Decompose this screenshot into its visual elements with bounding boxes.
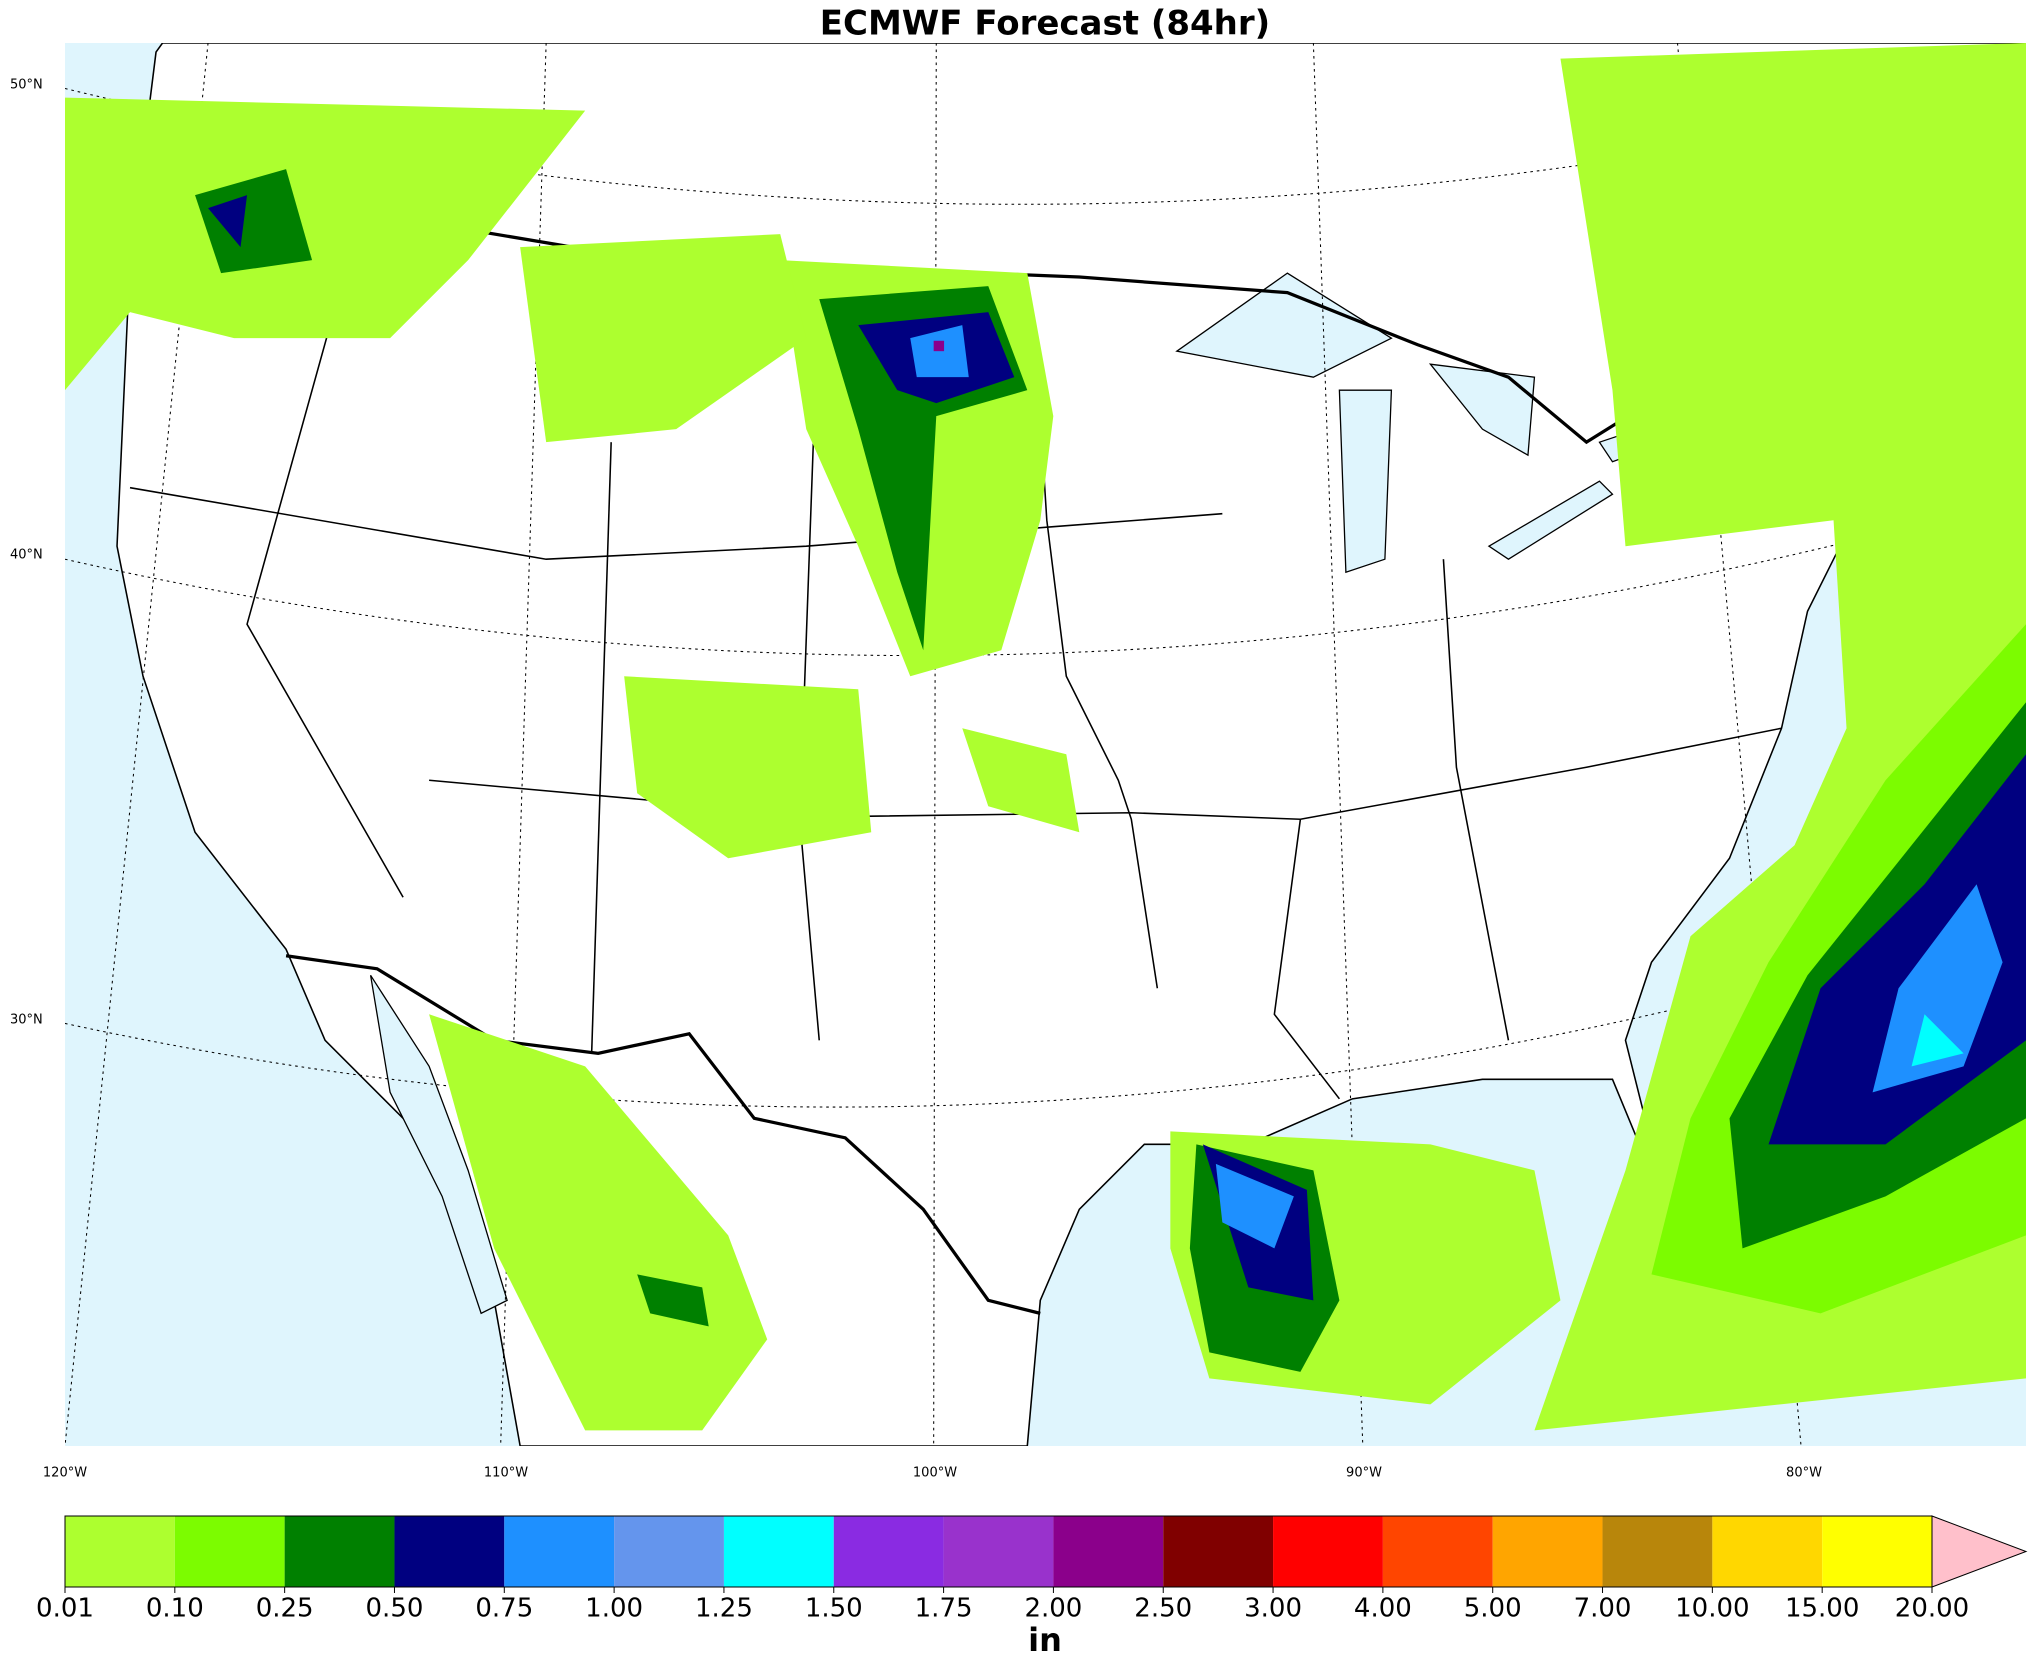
colorbar-tick-label: 4.00	[1354, 1594, 1412, 1624]
latitude-label: 40°N	[10, 548, 43, 563]
colorbar-bin	[1382, 1516, 1493, 1587]
longitude-label: 80°W	[1786, 1466, 1822, 1481]
colorbar-tick-label: 2.50	[1134, 1594, 1192, 1624]
colorbar: 0.01 0.10 0.25 0.50 0.75 1.00 1.25 1.50 1.75 2.00…	[36, 1515, 2028, 1624]
colorbar-tick-label: 1.50	[805, 1594, 863, 1624]
colorbar-bin	[1273, 1516, 1383, 1587]
colorbar-tick-label: 7.00	[1574, 1594, 1632, 1624]
map-title: ECMWF Forecast (84hr)	[820, 4, 1270, 44]
colorbar-bin	[284, 1516, 395, 1587]
colorbar-tick-label: 1.75	[915, 1594, 973, 1624]
map	[65, 43, 2026, 1446]
gulf-of-california	[369, 974, 508, 1315]
colorbar-tick-label: 15.00	[1785, 1594, 1859, 1624]
colorbar-tick-label: 0.25	[256, 1594, 314, 1624]
precipitation	[65, 43, 2026, 1431]
latitude-label: 50°N	[10, 78, 43, 93]
colorbar-tick-label: 2.00	[1024, 1594, 1082, 1624]
colorbar-bin	[1712, 1516, 1823, 1587]
colorbar-bin	[394, 1516, 505, 1587]
colorbar-tick-label: 1.25	[695, 1594, 753, 1624]
latitude-labels: 50°N 40°N 30°N	[10, 78, 43, 1028]
colorbar-bin	[1822, 1516, 1932, 1587]
colorbar-bin	[174, 1516, 285, 1587]
colorbar-bin	[614, 1516, 724, 1587]
colorbar-tick-label: 10.00	[1675, 1594, 1749, 1624]
colorbar-tick-label: 0.10	[146, 1594, 204, 1624]
colorbar-bin	[723, 1516, 834, 1587]
colorbar-bin	[833, 1516, 944, 1587]
longitude-label: 90°W	[1346, 1466, 1382, 1481]
longitude-label: 110°W	[484, 1466, 528, 1481]
colorbar-bin	[943, 1516, 1054, 1587]
colorbar-bin	[504, 1516, 615, 1587]
colorbar-extend	[1931, 1515, 2028, 1588]
colorbar-outline	[64, 1515, 1933, 1588]
longitude-label: 120°W	[43, 1466, 87, 1481]
colorbar-bin	[65, 1516, 175, 1587]
colorbar-tick-label: 3.00	[1244, 1594, 1302, 1624]
colorbar-tick-label: 5.00	[1464, 1594, 1522, 1624]
longitude-labels: 120°W 110°W 100°W 90°W 80°W	[43, 1466, 1822, 1481]
colorbar-units: in	[1028, 1621, 1062, 1659]
colorbar-bin	[1053, 1516, 1164, 1587]
colorbar-tick-label: 20.00	[1895, 1594, 1969, 1624]
colorbar-bin	[1492, 1516, 1603, 1587]
longitude-label: 100°W	[913, 1466, 957, 1481]
latitude-label: 30°N	[10, 1013, 43, 1028]
colorbar-tick-label: 0.01	[36, 1594, 94, 1624]
colorbar-tick-label: 0.75	[475, 1594, 533, 1624]
colorbar-tick-label: 0.50	[366, 1594, 424, 1624]
colorbar-bin	[1163, 1516, 1274, 1587]
colorbar-tick-label: 1.00	[585, 1594, 643, 1624]
colorbar-bin	[1602, 1516, 1713, 1587]
